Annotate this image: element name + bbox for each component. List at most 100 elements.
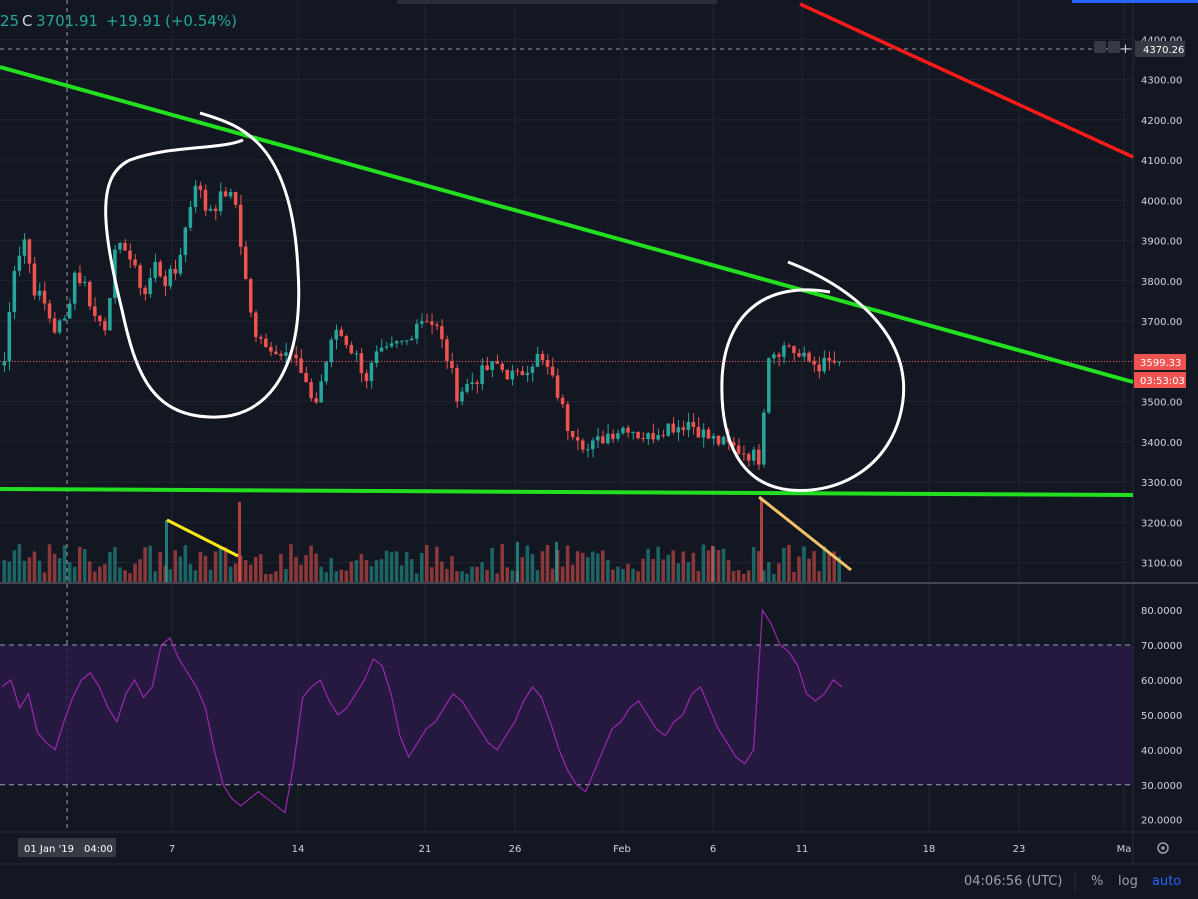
volume-bar	[2, 560, 7, 582]
price-tick-label: 3200.00	[1141, 518, 1182, 529]
volume-bar	[57, 558, 62, 582]
volume-bar	[118, 567, 122, 582]
time-tick-label: 7	[169, 844, 175, 855]
log-toggle[interactable]: log	[1118, 874, 1138, 889]
volume-bar	[93, 571, 97, 582]
volume-bar	[379, 559, 384, 582]
candle-body	[399, 340, 404, 342]
volume-bar	[817, 571, 821, 582]
plus-icon[interactable]: +	[1120, 42, 1131, 57]
candle-body	[253, 312, 258, 337]
volume-divergence-line-2	[758, 495, 852, 572]
candle-body	[218, 191, 223, 212]
volume-bar	[470, 566, 474, 582]
volume-bar	[596, 553, 600, 582]
volume-bar	[133, 563, 137, 582]
candle-body	[168, 268, 173, 287]
volume-bar	[731, 571, 736, 582]
gear-icon[interactable]	[1157, 842, 1169, 854]
candle-body	[203, 189, 208, 211]
candle-body	[32, 263, 37, 296]
lower-trendline	[0, 487, 1134, 497]
volume-spike	[238, 502, 241, 582]
volume-bar	[591, 551, 595, 582]
candle-body	[339, 329, 344, 337]
volume-bar	[540, 551, 545, 582]
candle-body	[37, 290, 42, 296]
rsi-tick-label: 70.0000	[1141, 641, 1182, 652]
candle-body	[832, 360, 836, 363]
last-price-bg	[1134, 354, 1186, 370]
candle-body	[404, 340, 409, 342]
auto-toggle[interactable]: auto	[1152, 874, 1181, 889]
volume-bar	[374, 560, 379, 582]
price-tick-label: 4100.00	[1141, 156, 1182, 167]
candle-body	[118, 242, 122, 250]
candle-body	[435, 324, 439, 327]
volume-bar	[425, 545, 429, 582]
volume-bar	[611, 569, 615, 582]
candle-body	[163, 276, 167, 287]
volume-bar	[560, 566, 565, 582]
volume-bar	[570, 564, 575, 582]
candle-body	[797, 353, 801, 357]
volume-bar	[701, 544, 706, 582]
volume-bar	[480, 562, 484, 582]
candle-body	[17, 255, 22, 271]
volume-bar	[827, 553, 831, 582]
candle-body	[837, 361, 841, 363]
candle-body	[485, 365, 489, 371]
candle-body	[228, 192, 233, 197]
candle-body	[72, 272, 77, 304]
volume-bar	[565, 545, 570, 582]
volume-bar	[606, 559, 610, 582]
time-tick-label: 14	[292, 844, 305, 855]
candle-body	[807, 352, 811, 361]
volume-bar	[460, 571, 464, 582]
candle-body	[772, 354, 776, 359]
candle-body	[802, 352, 806, 357]
candle-body	[545, 360, 550, 367]
candle-body	[445, 339, 449, 361]
time-tick-label: 18	[923, 844, 936, 855]
candle-body	[394, 341, 399, 344]
candle-body	[279, 353, 283, 356]
candle-body	[495, 361, 499, 364]
candle-body	[173, 268, 178, 274]
countdown-bg	[1134, 372, 1186, 388]
volume-bar	[772, 573, 776, 582]
candle-body	[777, 354, 781, 357]
candle-body	[782, 345, 786, 357]
percent-toggle[interactable]: %	[1091, 874, 1103, 889]
volume-bar	[490, 547, 494, 582]
candle-body	[661, 435, 665, 437]
candle-body	[334, 329, 339, 340]
candle-body	[535, 353, 540, 367]
volume-bar	[359, 553, 364, 582]
candle-body	[22, 239, 27, 256]
volume-bar	[384, 550, 389, 582]
candle-body	[57, 320, 62, 333]
volume-bar	[782, 547, 786, 582]
candle-body	[304, 372, 308, 383]
drawings[interactable]	[0, 2, 1134, 572]
price-tick-label: 4200.00	[1141, 116, 1182, 127]
volume-bar	[389, 552, 394, 582]
candle-body	[364, 373, 369, 382]
crosshair-date-label: 01 Jan '19	[24, 844, 74, 855]
candle-body	[88, 282, 92, 307]
volume-bar	[736, 569, 741, 582]
price-axis[interactable]: 4400.00 4300.00 4200.00 4100.00 4000.00 3900.…	[1141, 35, 1182, 826]
volume-bar	[289, 544, 293, 582]
annotation-circle-2	[720, 260, 906, 493]
volume-bar	[299, 564, 303, 582]
menu-icon[interactable]	[1108, 41, 1120, 53]
candle-body	[701, 429, 706, 438]
volume-bar	[767, 562, 771, 582]
time-axis[interactable]: 7 14 21 26 Feb 6 11 18 23 Ma	[169, 844, 1132, 855]
volume-bar	[399, 565, 404, 582]
candle-body	[2, 361, 7, 366]
volume-bar	[42, 572, 47, 582]
chevron-down-icon[interactable]	[1094, 41, 1106, 53]
